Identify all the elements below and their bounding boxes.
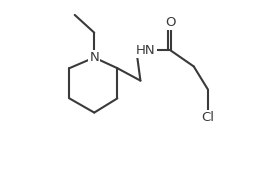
Text: N: N [89,51,99,64]
Text: Cl: Cl [201,111,215,124]
Text: O: O [165,16,176,28]
Text: HN: HN [136,44,156,57]
